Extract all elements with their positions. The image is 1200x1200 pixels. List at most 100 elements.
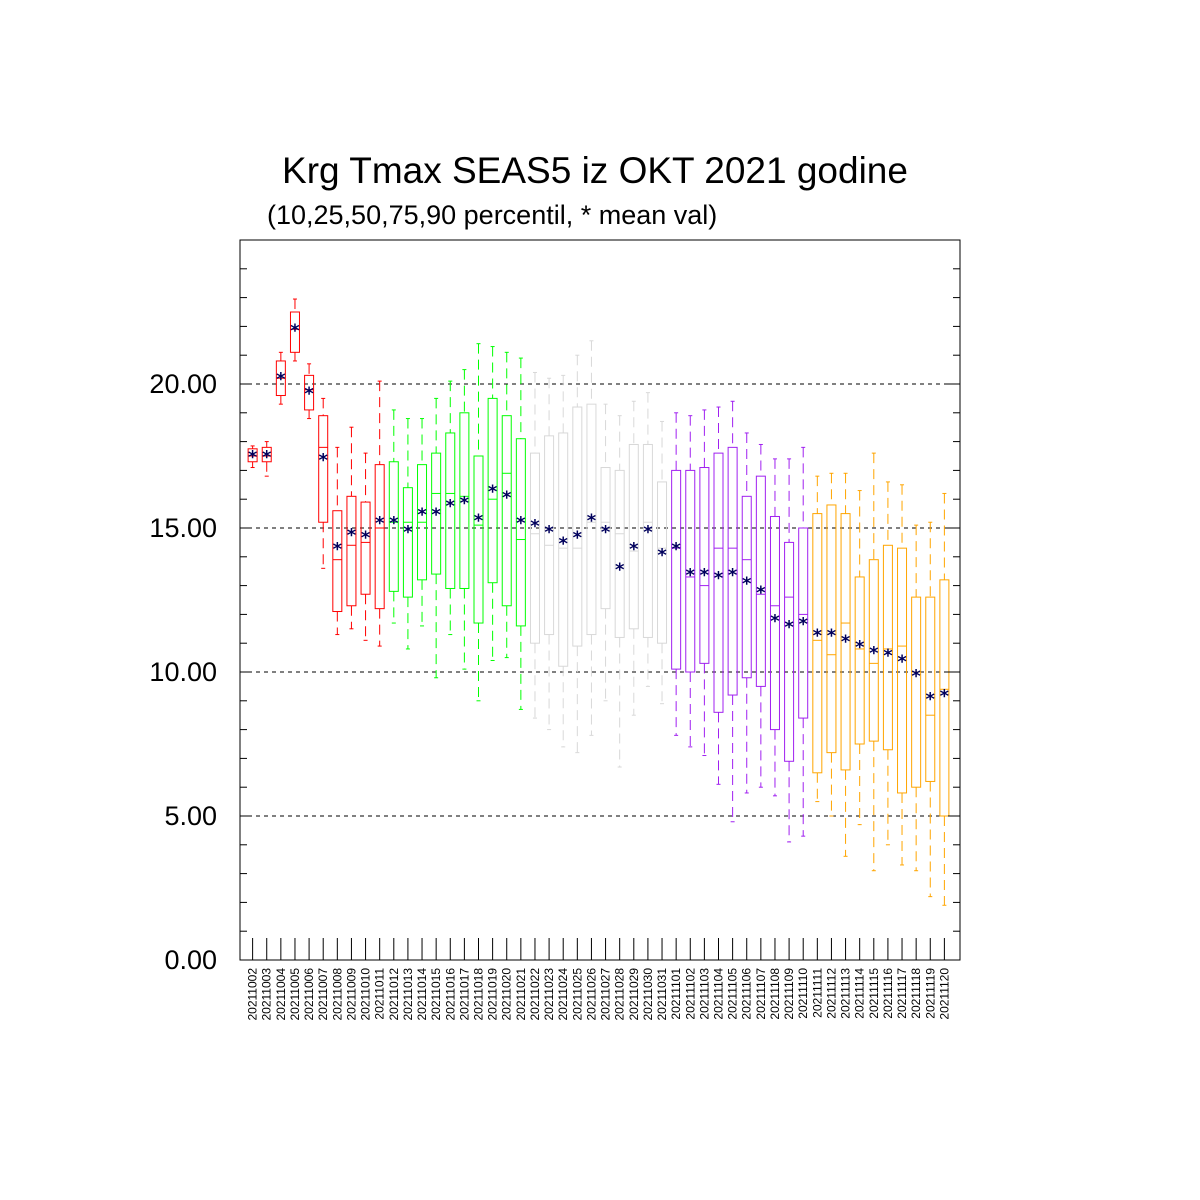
x-tick-label: 20211005 [288, 968, 302, 1021]
x-tick-label: 20211119 [923, 968, 937, 1019]
iqr-box [812, 513, 823, 774]
x-tick-label: 20211012 [387, 968, 401, 1021]
iqr-box [769, 515, 780, 731]
x-tick-label: 20211002 [246, 968, 260, 1021]
iqr-box [388, 461, 399, 592]
iqr-box [628, 443, 639, 630]
mean-marker: * [728, 565, 738, 586]
x-tick-label: 20211109 [782, 968, 796, 1020]
x-tick-label: 20211111 [810, 968, 824, 1018]
x-tick-label: 20211025 [570, 968, 584, 1021]
box-20211117 [897, 484, 908, 866]
chart-title: Krg Tmax SEAS5 iz OKT 2021 godine [282, 150, 908, 191]
mean-marker: * [460, 493, 470, 514]
iqr-box [445, 432, 456, 589]
iqr-box [939, 579, 950, 817]
iqr-box [897, 547, 908, 794]
x-tick-label: 20211014 [415, 968, 429, 1021]
mean-marker: * [530, 516, 540, 537]
iqr-box [402, 487, 413, 598]
mean-marker: * [911, 666, 921, 687]
mean-marker: * [742, 574, 752, 595]
iqr-box [558, 432, 569, 667]
iqr-box [826, 504, 837, 754]
box-20211004 [275, 351, 286, 405]
iqr-box [741, 495, 752, 679]
y-axis: 0.00 5.00 10.00 15.00 20.00 [149, 239, 960, 975]
x-tick-label: 20211018 [472, 968, 486, 1021]
iqr-box [360, 501, 371, 595]
box-20211017 [459, 369, 470, 670]
box-series [247, 298, 950, 906]
box-20211029 [628, 400, 639, 716]
box-20211015 [431, 397, 442, 679]
x-tick-label: 20211017 [457, 968, 471, 1021]
iqr-box [840, 513, 851, 771]
iqr-box [247, 448, 258, 463]
mean-marker: * [686, 565, 696, 586]
box-20211106 [741, 432, 752, 794]
x-tick-label: 20211009 [344, 968, 358, 1021]
mean-marker: * [446, 496, 456, 517]
iqr-box [572, 406, 583, 647]
x-tick-label: 20211103 [697, 968, 711, 1020]
box-20211007 [318, 397, 329, 569]
mean-marker: * [544, 522, 554, 543]
mean-marker: * [516, 513, 526, 534]
box-20211023 [544, 377, 555, 731]
x-tick-label: 20211030 [641, 968, 655, 1021]
iqr-box [699, 467, 710, 664]
mean-marker: * [403, 522, 413, 543]
iqr-box [911, 596, 922, 788]
iqr-box [289, 311, 300, 353]
mean-marker: * [813, 626, 823, 647]
x-tick-label: 20211113 [839, 968, 853, 1019]
x-tick-label: 20211116 [881, 968, 895, 1019]
x-tick-label: 20211114 [853, 968, 867, 1019]
gridlines [240, 383, 960, 817]
box-20211027 [600, 403, 611, 702]
iqr-box [374, 464, 385, 610]
mean-marker: * [502, 487, 512, 508]
mean-marker: * [784, 617, 794, 638]
iqr-box [487, 397, 498, 584]
box-20211005 [289, 298, 300, 362]
x-tick-label: 20211023 [542, 968, 556, 1021]
box-20211119 [925, 521, 936, 898]
iqr-box [544, 435, 555, 636]
box-20211018 [473, 343, 484, 702]
iqr-box [261, 446, 272, 463]
x-axis: 20211002 20211003 20211004 20211005 20211006… [246, 938, 951, 1021]
box-20211002 [247, 445, 258, 469]
box-20211028 [614, 415, 625, 768]
box-20211016 [445, 380, 456, 636]
box-20211012 [388, 409, 399, 624]
x-tick-label: 20211019 [486, 968, 500, 1021]
box-20211120 [939, 492, 950, 906]
mean-marker: * [375, 513, 385, 534]
box-20211011 [374, 380, 385, 647]
box-20211013 [402, 418, 413, 650]
x-tick-label: 20211101 [669, 968, 683, 1020]
iqr-box [586, 403, 597, 636]
iqr-box [882, 544, 893, 751]
box-20211009 [346, 426, 357, 630]
x-tick-label: 20211102 [683, 968, 697, 1020]
mean-markers: * ******* ** * ** * * *** ** * ** ******* ** * * * * ** * *… [248, 320, 950, 710]
mean-marker: * [389, 513, 399, 534]
box-20211026 [586, 340, 597, 736]
x-tick-label: 20211004 [274, 968, 288, 1021]
iqr-box [868, 559, 879, 742]
mean-marker: * [615, 559, 625, 580]
iqr-box [459, 412, 470, 589]
mean-marker: * [897, 651, 907, 672]
x-tick-label: 20211016 [443, 968, 457, 1021]
iqr-box [671, 469, 682, 670]
iqr-box [318, 415, 329, 523]
box-20211020 [501, 351, 512, 659]
mean-marker: * [657, 545, 667, 566]
mean-marker: * [869, 643, 879, 664]
iqr-box [600, 467, 611, 610]
iqr-box [755, 475, 766, 687]
box-20211008 [332, 446, 343, 636]
